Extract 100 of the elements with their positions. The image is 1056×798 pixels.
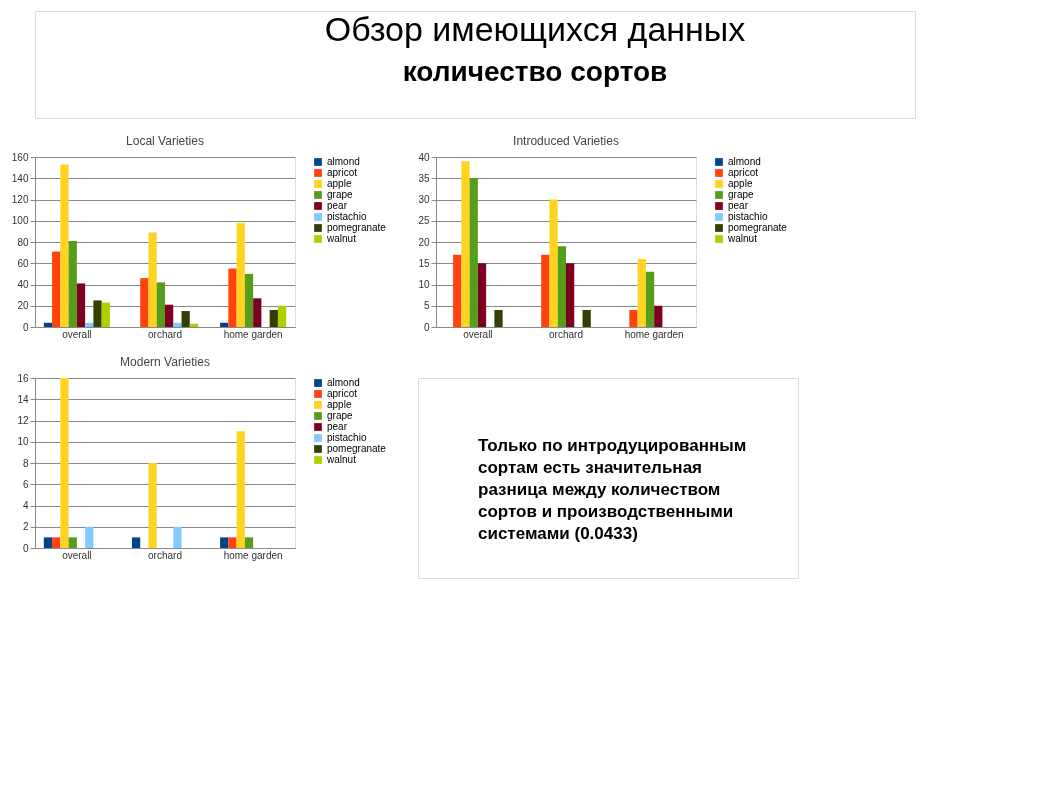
bar xyxy=(181,311,190,327)
legend-label: pomegranate xyxy=(728,222,788,233)
legend-label: apple xyxy=(728,178,753,189)
y-tick-label: 30 xyxy=(418,194,430,205)
bar xyxy=(461,161,470,327)
bar xyxy=(43,322,53,327)
x-tick-label: home garden xyxy=(223,328,283,340)
legend-label: grape xyxy=(327,189,354,200)
x-tick-label: home garden xyxy=(223,549,283,561)
chart-title: Local Varieties xyxy=(126,134,204,148)
legend-label: grape xyxy=(728,189,755,200)
bar xyxy=(477,263,487,327)
legend-label: grape xyxy=(327,410,354,421)
y-tick-label: 14 xyxy=(17,393,29,405)
y-tick-label: 12 xyxy=(17,415,29,426)
y-tick-label: 16 xyxy=(17,372,29,384)
bar xyxy=(140,278,149,327)
bar xyxy=(220,537,229,548)
bar xyxy=(236,222,245,327)
legend-label: walnut xyxy=(326,454,357,465)
legend-label: walnut xyxy=(727,233,758,244)
y-tick-label: 4 xyxy=(22,500,29,511)
bar xyxy=(131,537,141,548)
x-tick-label: orchard xyxy=(148,328,182,340)
x-tick-label: home garden xyxy=(624,328,684,340)
legend-label: apricot xyxy=(327,167,358,178)
legend-label: almond xyxy=(327,156,360,167)
bar xyxy=(469,178,478,327)
bar xyxy=(228,537,237,548)
bar xyxy=(494,310,503,327)
y-tick-label: 40 xyxy=(17,279,29,290)
y-tick-label: 160 xyxy=(11,151,29,163)
y-tick-label: 10 xyxy=(17,436,29,448)
bar xyxy=(189,323,199,327)
y-tick-label: 80 xyxy=(17,236,29,248)
text: Только по интродуцированным сортам есть значительная разница между количеством сортов и производственными системами (0.0433) xyxy=(478,436,747,543)
bar xyxy=(654,305,663,327)
bar xyxy=(236,431,245,548)
bar xyxy=(541,254,550,327)
legend-label: apricot xyxy=(327,388,358,399)
y-tick-label: 20 xyxy=(17,300,29,312)
bar xyxy=(228,268,237,327)
bar xyxy=(101,302,110,327)
y-tick-label: 35 xyxy=(418,172,430,184)
bar xyxy=(93,300,102,327)
bar xyxy=(52,537,61,548)
y-tick-label: 15 xyxy=(418,257,430,269)
y-tick-label: 0 xyxy=(423,321,430,333)
x-tick-label: overall xyxy=(463,328,493,340)
y-tick-label: 0 xyxy=(22,321,29,333)
bar xyxy=(173,322,182,327)
x-tick-label: overall xyxy=(62,549,92,561)
bar xyxy=(645,271,655,327)
y-tick-label: 25 xyxy=(418,215,430,227)
bar xyxy=(557,246,566,327)
bar xyxy=(566,263,575,327)
bar xyxy=(253,298,262,327)
bar xyxy=(148,232,157,327)
x-tick-label: orchard xyxy=(549,328,583,340)
y-tick-label: 100 xyxy=(11,215,29,227)
legend-label: walnut xyxy=(326,233,357,244)
legend-label: pear xyxy=(728,200,749,211)
bar xyxy=(244,537,254,548)
x-tick-label: orchard xyxy=(148,549,182,561)
legend-label: pomegranate xyxy=(327,222,387,233)
y-tick-label: 60 xyxy=(17,257,29,269)
bar xyxy=(52,251,61,327)
bar xyxy=(85,526,94,548)
bar xyxy=(637,259,646,327)
bar xyxy=(156,282,165,327)
legend-label: pear xyxy=(327,421,348,432)
bar xyxy=(85,322,94,327)
legend-label: pomegranate xyxy=(327,443,387,454)
bar xyxy=(629,310,638,327)
bar xyxy=(165,304,174,327)
chart-title: Introduced Varieties xyxy=(513,134,619,148)
legend-label: almond xyxy=(327,377,360,388)
bar xyxy=(60,378,69,548)
y-tick-label: 0 xyxy=(22,542,29,554)
text: Обзор имеющихся данных xyxy=(324,10,746,48)
bar xyxy=(220,322,229,327)
legend-label: apricot xyxy=(728,167,759,178)
legend-label: pistachio xyxy=(728,211,768,222)
legend-label: pistachio xyxy=(327,432,367,443)
bar xyxy=(277,305,287,327)
bar xyxy=(173,526,182,548)
bar xyxy=(453,254,462,327)
text: количество сортов xyxy=(402,56,668,87)
y-tick-label: 40 xyxy=(418,151,430,163)
bar xyxy=(60,164,69,327)
chart-title: Modern Varieties xyxy=(120,355,210,369)
x-tick-label: overall xyxy=(62,328,92,340)
legend-label: apple xyxy=(327,178,352,189)
bar xyxy=(269,310,278,327)
bar xyxy=(68,537,77,548)
y-tick-label: 5 xyxy=(423,300,430,312)
legend-label: pear xyxy=(327,200,348,211)
bar xyxy=(68,240,77,327)
y-tick-label: 10 xyxy=(418,279,430,290)
legend-label: apple xyxy=(327,399,352,410)
